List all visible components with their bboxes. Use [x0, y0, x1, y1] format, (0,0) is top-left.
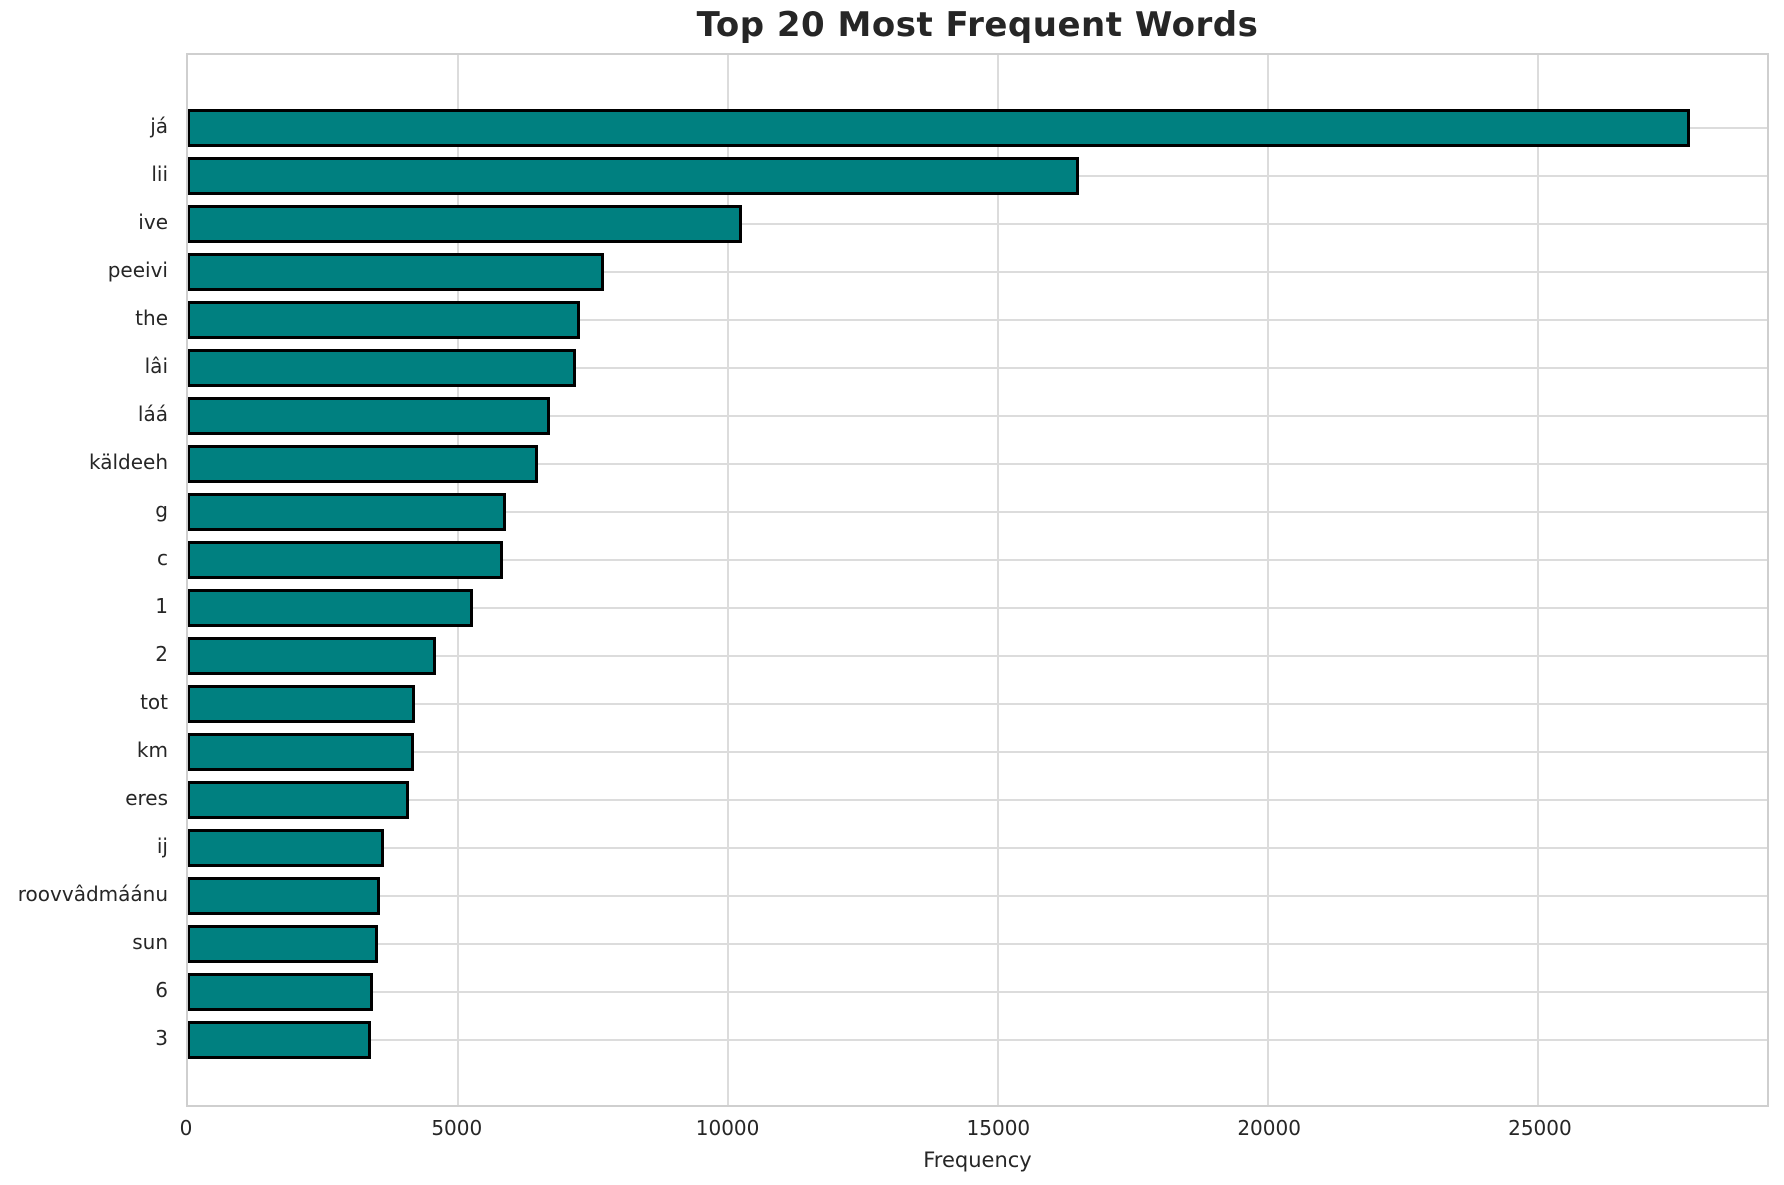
y-gridline [188, 559, 1767, 561]
y-gridline [188, 943, 1767, 945]
y-tick-label: peeivi [107, 258, 168, 282]
bar-sun [188, 925, 379, 963]
y-tick-label: lâi [144, 354, 168, 378]
y-tick-label: the [135, 306, 168, 330]
chart-title: Top 20 Most Frequent Words [696, 5, 1259, 45]
y-gridline [188, 271, 1767, 273]
y-tick-label: tot [140, 690, 168, 714]
bar-láá [188, 397, 550, 435]
y-gridline [188, 703, 1767, 705]
y-gridline [188, 991, 1767, 993]
x-axis-label: Frequency [923, 1148, 1032, 1172]
bar-3 [188, 1021, 371, 1059]
x-gridline [1267, 55, 1270, 1105]
y-tick-label: g [155, 498, 168, 522]
y-gridline [188, 655, 1767, 657]
y-tick-label: 1 [155, 594, 168, 618]
y-tick-label: sun [132, 930, 168, 954]
y-gridline [188, 463, 1767, 465]
bar-ive [188, 205, 742, 243]
y-tick-label: ive [138, 210, 168, 234]
bar-lâi [188, 349, 576, 387]
x-tick-label: 25000 [1508, 1116, 1572, 1140]
bar-2 [188, 637, 437, 675]
bar-g [188, 493, 507, 531]
y-gridline [188, 415, 1767, 417]
y-gridline [188, 799, 1767, 801]
bar-tot [188, 685, 415, 723]
bar-the [188, 301, 580, 339]
y-gridline [188, 1039, 1767, 1041]
y-tick-label: lii [151, 162, 168, 186]
x-tick-label: 0 [179, 1116, 193, 1140]
bar-c [188, 541, 504, 579]
y-tick-label: roovvâdmáánu [17, 882, 168, 906]
x-tick-label: 20000 [1237, 1116, 1301, 1140]
y-gridline [188, 319, 1767, 321]
bar-roovvâdmáánu [188, 877, 380, 915]
y-tick-label: ij [156, 834, 168, 858]
y-gridline [188, 223, 1767, 225]
y-gridline [188, 511, 1767, 513]
bar-ij [188, 829, 384, 867]
bar-6 [188, 973, 373, 1011]
x-tick-label: 10000 [695, 1116, 760, 1140]
y-tick-label: käldeeh [88, 450, 168, 474]
y-axis-labels: já lii ive peeivi the lâi láá käldeeh g c 1 2 tot km e… [0, 53, 168, 1107]
x-gridline [457, 55, 460, 1105]
y-tick-label: já [150, 114, 168, 138]
bar-1 [188, 589, 474, 627]
x-axis-ticks: 0 5000 10000 15000 20000 25000 [180, 1116, 1769, 1144]
x-gridline [727, 55, 730, 1105]
x-tick-label: 15000 [966, 1116, 1031, 1140]
y-tick-label: 3 [155, 1026, 168, 1050]
y-tick-label: c [157, 546, 168, 570]
y-gridline [188, 847, 1767, 849]
y-tick-label: 6 [155, 978, 168, 1002]
bar-eres [188, 781, 410, 819]
plot-area [186, 53, 1769, 1107]
bar-km [188, 733, 415, 771]
y-gridline [188, 895, 1767, 897]
y-gridline [188, 751, 1767, 753]
y-tick-label: km [136, 738, 168, 762]
y-tick-label: 2 [155, 642, 168, 666]
x-tick-label: 5000 [431, 1116, 483, 1140]
x-gridline [1537, 55, 1540, 1105]
y-tick-label: láá [137, 402, 168, 426]
bar-peeivi [188, 253, 604, 291]
bar-käldeeh [188, 445, 539, 483]
bar-lii [188, 157, 1080, 195]
y-gridline [188, 607, 1767, 609]
x-gridline [997, 55, 1000, 1105]
y-gridline [188, 367, 1767, 369]
y-tick-label: eres [125, 786, 168, 810]
bar-já [188, 109, 1690, 147]
